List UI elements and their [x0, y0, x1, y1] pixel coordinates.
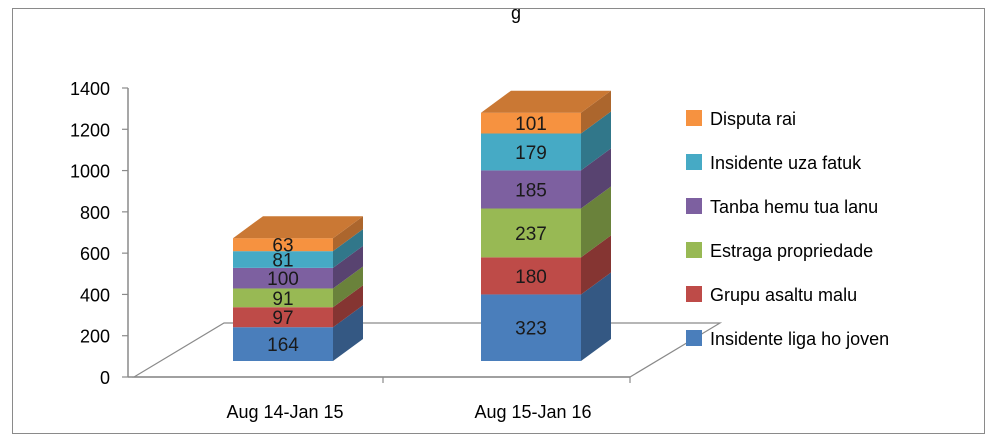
bar-segment	[233, 327, 333, 361]
data-label: 63	[272, 236, 293, 257]
bar-segment	[481, 112, 581, 134]
bar-segment	[481, 133, 581, 171]
y-tick-label: 1400	[70, 79, 110, 99]
bar-top-face	[481, 90, 611, 113]
legend-label: Estraga propriedade	[710, 241, 873, 261]
data-label: 101	[515, 114, 547, 135]
chart-title-fragment: g	[510, 3, 521, 23]
bar-segment	[233, 288, 333, 308]
bar-segment-side	[581, 90, 611, 134]
legend-label: Disputa rai	[710, 109, 796, 129]
data-label: 97	[272, 308, 293, 329]
y-tick-label: 800	[80, 203, 110, 223]
x-category-label: Aug 15-Jan 16	[474, 402, 591, 422]
chart-legend: Disputa rai Insidente uza fatuk Tanba hemu…	[686, 109, 889, 349]
legend-swatch	[686, 242, 702, 258]
bar-segment	[233, 267, 333, 289]
data-label: 237	[515, 224, 547, 245]
bar-segment	[233, 307, 333, 328]
legend-swatch	[686, 110, 702, 126]
chart-floor	[131, 322, 723, 378]
bar-segment-side	[333, 285, 363, 328]
bar-segment	[481, 170, 581, 209]
data-label: 185	[515, 180, 547, 201]
legend-label: Insidente uza fatuk	[710, 153, 862, 173]
bar-segment-side	[581, 111, 611, 171]
y-tick-label: 1200	[70, 120, 110, 140]
y-tick-label: 1000	[70, 162, 110, 182]
data-label: 100	[267, 269, 299, 290]
x-category-label: Aug 14-Jan 15	[226, 402, 343, 422]
legend-label: Insidente liga ho joven	[710, 329, 889, 349]
legend-swatch	[686, 330, 702, 346]
bar-segment	[481, 208, 581, 258]
chart-axes: 0 200 400 600 800 1000 1200 1400 Aug 14-Jan 15 Au…	[70, 79, 723, 422]
bar-top-face	[233, 216, 363, 239]
bar-segment	[233, 251, 333, 268]
data-label: 180	[515, 267, 547, 288]
bar-segment	[233, 238, 333, 252]
data-label: 164	[267, 335, 299, 356]
y-tick-label: 600	[80, 244, 110, 264]
bar-segment-side	[333, 266, 363, 308]
data-label: 179	[515, 143, 547, 164]
legend-swatch	[686, 286, 702, 302]
bar-segment	[481, 257, 581, 295]
legend-swatch	[686, 198, 702, 214]
y-tick-label: 400	[80, 285, 110, 305]
bar-segment-side	[333, 216, 363, 252]
data-label: 91	[272, 289, 293, 310]
data-label: 323	[515, 319, 547, 340]
bar-segment-side	[333, 229, 363, 268]
bar-segment-side	[581, 186, 611, 258]
legend-label: Grupu asaltu malu	[710, 285, 857, 305]
bar-segment-side	[333, 245, 363, 289]
y-tick-label: 200	[80, 327, 110, 347]
chart-bars	[233, 90, 611, 361]
legend-swatch	[686, 154, 702, 170]
bar-segment-side	[581, 272, 611, 361]
y-tick-label: 0	[100, 368, 110, 388]
data-label: 81	[272, 251, 293, 272]
bar-segment	[481, 294, 581, 361]
legend-label: Tanba hemu tua lanu	[710, 197, 878, 217]
bar-segment-side	[581, 148, 611, 209]
bar-segment-side	[581, 235, 611, 295]
bar-segment-side	[333, 305, 363, 361]
